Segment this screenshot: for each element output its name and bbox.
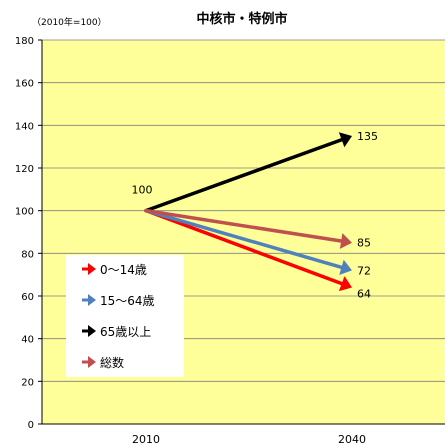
- y-tick-label: 100: [15, 207, 34, 218]
- legend-box: [66, 255, 184, 377]
- y-tick-label: 40: [21, 335, 34, 346]
- series-arrowhead: [339, 233, 352, 249]
- legend-label: 65歳以上: [100, 325, 151, 339]
- y-tick-label: 0: [28, 420, 34, 431]
- series: [144, 132, 352, 292]
- series-arrowhead: [339, 259, 352, 275]
- series-line: [144, 208, 344, 286]
- series-arrowhead: [338, 132, 352, 148]
- legend-arrow-icon: [88, 356, 96, 368]
- chart-title: 中核市・特例市: [196, 11, 287, 27]
- data-labels: 100 135 85 72 64: [132, 130, 379, 300]
- legend-label: 総数: [100, 355, 124, 370]
- data-label: 100: [132, 184, 153, 197]
- series-arrowhead: [338, 276, 352, 292]
- data-label: 72: [357, 264, 371, 277]
- x-tick-label: 2040: [338, 433, 366, 446]
- y-tick-label: 160: [15, 79, 34, 90]
- y-tick-label: 180: [15, 36, 34, 47]
- legend-arrow-icon: [88, 294, 96, 306]
- legend-label: 0～14歳: [100, 263, 147, 277]
- series-line: [144, 208, 343, 243]
- y-tick-label: 140: [15, 121, 34, 132]
- x-tick-label: 2010: [132, 433, 160, 446]
- legend-label: 15～64歳: [100, 294, 155, 308]
- y-tick-label: 120: [15, 164, 34, 175]
- data-label: 85: [357, 237, 371, 250]
- y-tick-label: 20: [21, 377, 34, 388]
- data-label: 135: [357, 130, 378, 143]
- y-tick-label: 60: [21, 292, 34, 303]
- series-line: [144, 208, 344, 270]
- series-line: [144, 137, 344, 213]
- data-label: 64: [357, 287, 371, 300]
- unit-note: （2010年=100）: [32, 16, 107, 28]
- y-tick-label: 80: [21, 249, 34, 260]
- legend-arrow-icon: [88, 263, 96, 275]
- legend-arrow-icon: [88, 325, 96, 337]
